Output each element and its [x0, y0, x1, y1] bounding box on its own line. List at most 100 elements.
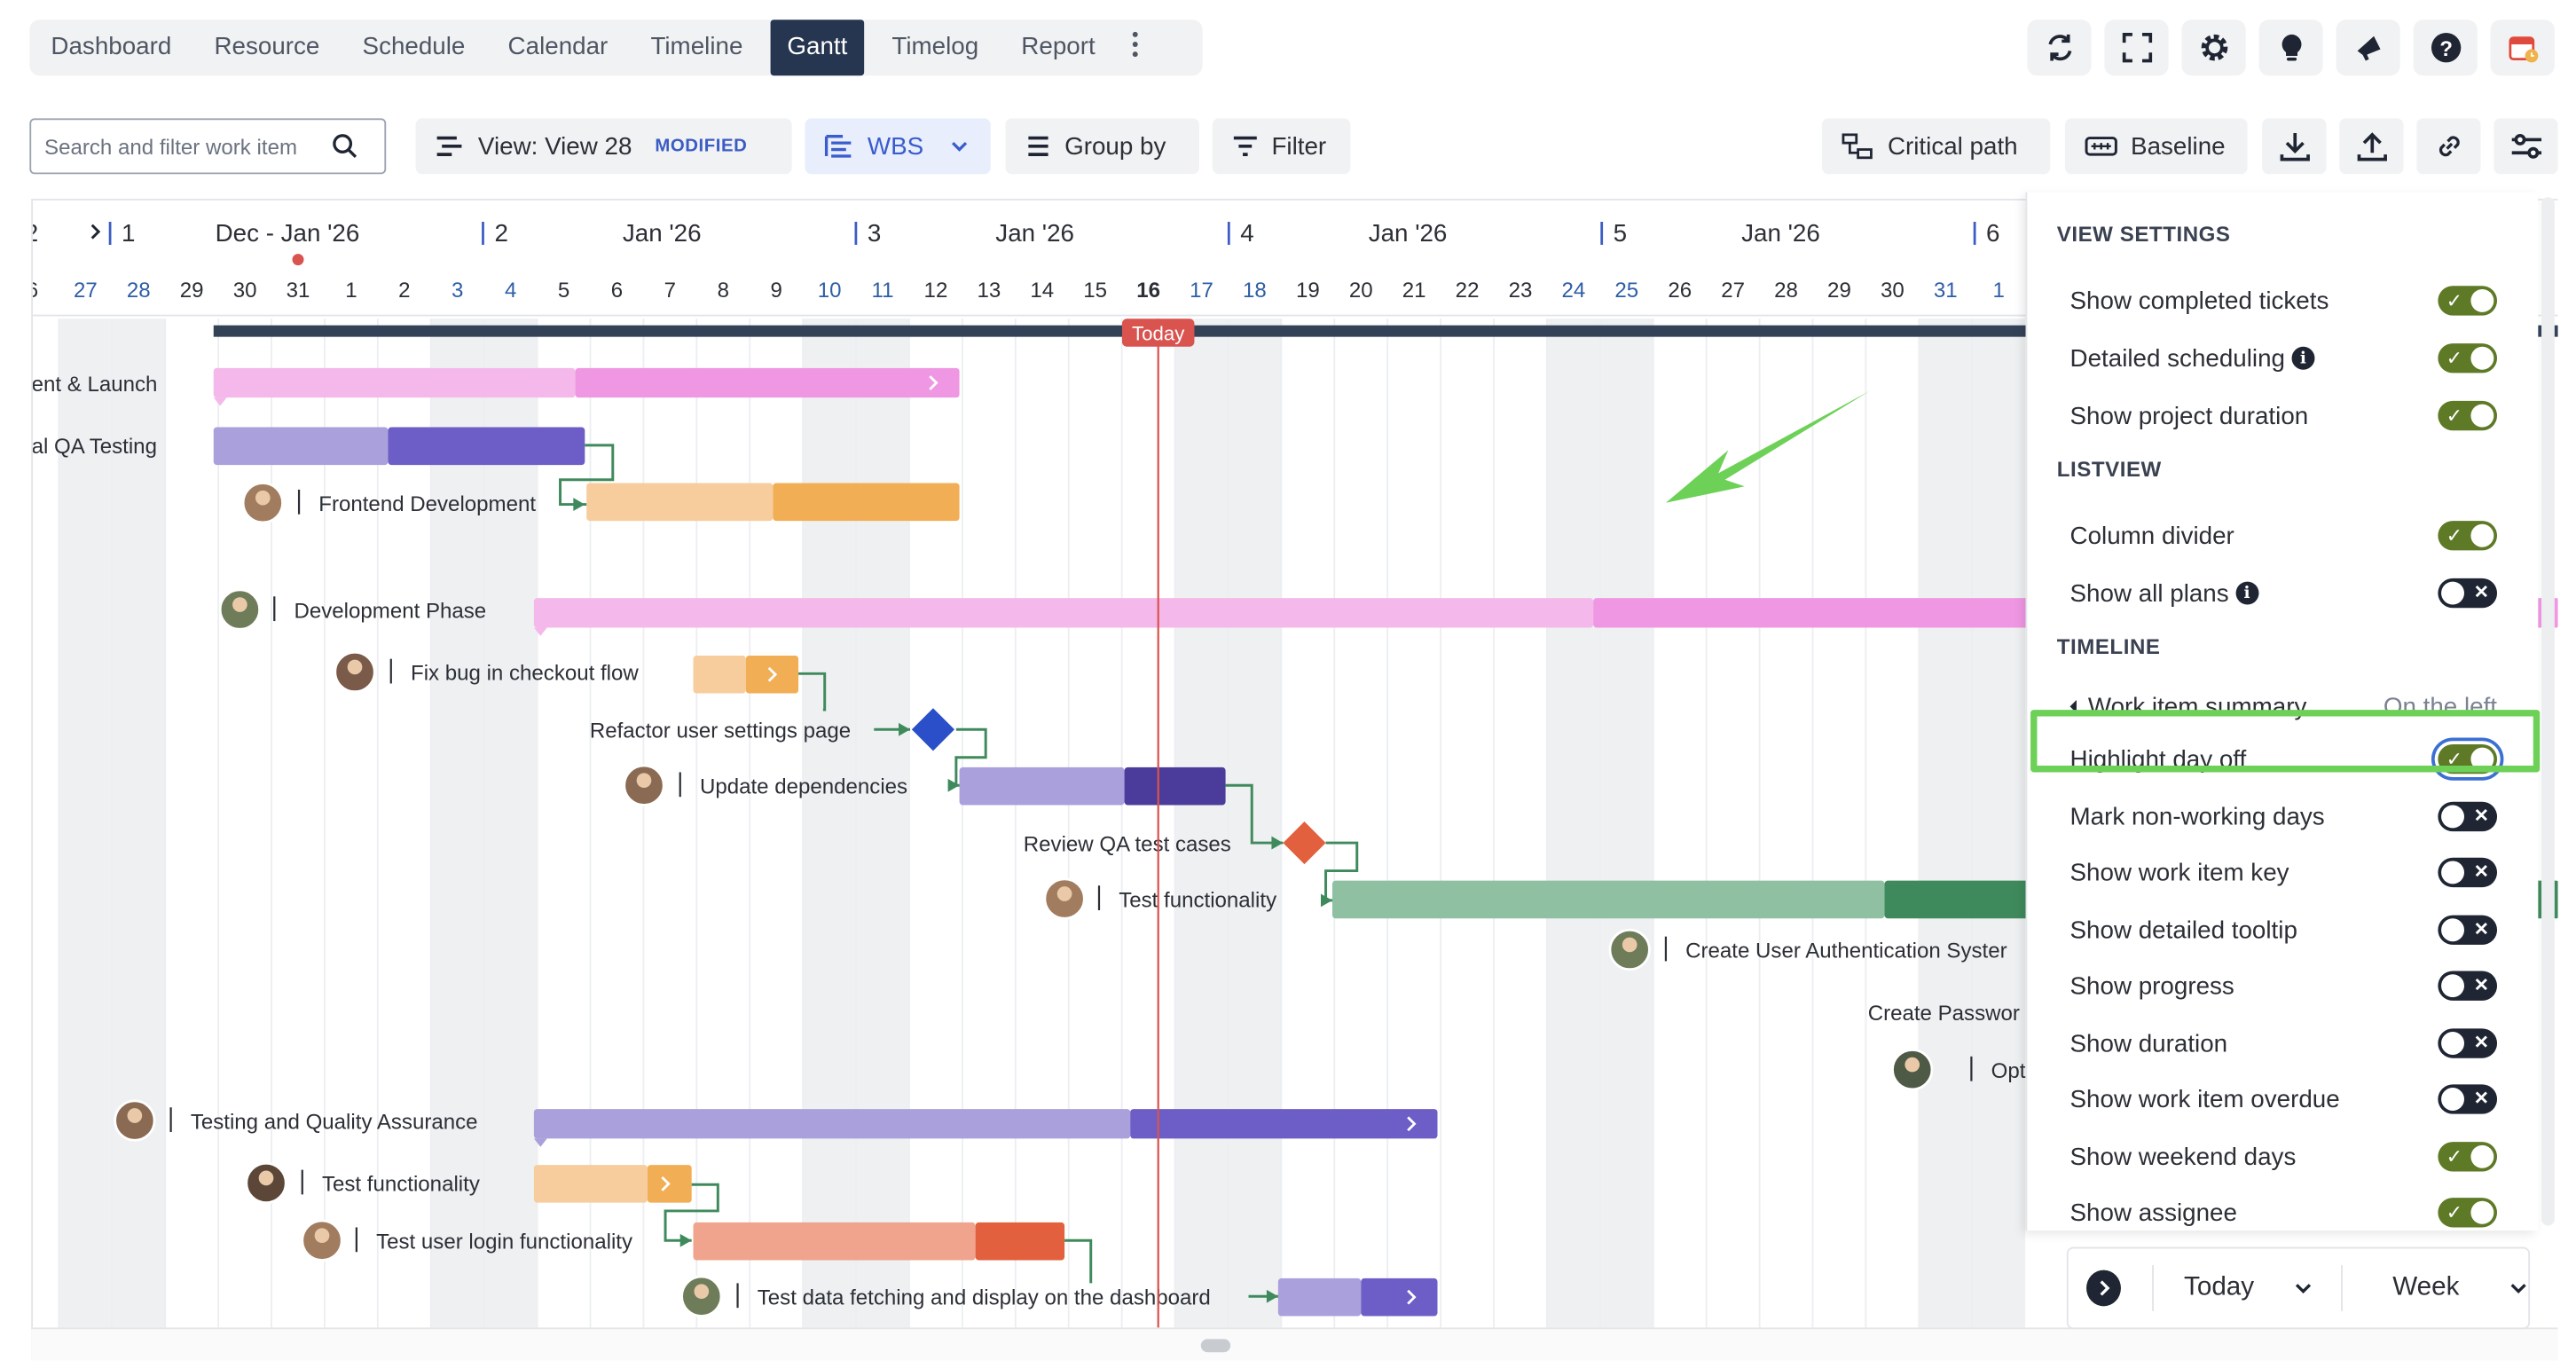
bar-development-phase-planned[interactable] — [533, 598, 1594, 628]
bar-test-user-login-planned[interactable] — [693, 1222, 976, 1261]
task-label[interactable]: Fix bug in checkout flow — [411, 662, 639, 686]
bar-frontend-development-progress[interactable] — [773, 483, 960, 522]
milestone-review-qa[interactable] — [1283, 822, 1326, 865]
bar-testing-qa-progress[interactable] — [1130, 1109, 1438, 1139]
expand-chevron-icon[interactable] — [1407, 1116, 1417, 1132]
toggle-switch[interactable]: ✕ — [2438, 915, 2498, 945]
info-icon[interactable]: i — [2235, 581, 2259, 605]
search-icon[interactable] — [332, 133, 358, 160]
tab-schedule[interactable]: Schedule — [362, 33, 466, 61]
task-label[interactable]: Testing and Quality Assurance — [191, 1110, 478, 1134]
tab-timeline[interactable]: Timeline — [650, 33, 743, 61]
toggle-switch[interactable]: ✓ — [2438, 343, 2498, 373]
toggle-switch[interactable]: ✕ — [2438, 971, 2498, 1001]
bar-test-data-fetching-planned[interactable] — [1277, 1278, 1362, 1317]
settings-button[interactable] — [2181, 20, 2246, 76]
toggle-switch[interactable]: ✓ — [2438, 743, 2498, 774]
bar-fix-bug-checkout-planned[interactable] — [693, 655, 746, 694]
today-select[interactable]: Today — [2184, 1273, 2313, 1302]
task-label[interactable]: Test data fetching and display on the da… — [758, 1285, 1211, 1309]
download-button[interactable] — [2262, 118, 2327, 175]
baseline-icon — [2085, 137, 2117, 156]
task-label[interactable]: Update dependencies — [700, 775, 907, 799]
bar-internal-qa-testing-planned[interactable] — [213, 427, 389, 466]
bar-frontend-development-planned[interactable] — [586, 483, 774, 522]
task-label[interactable]: Test functionality — [1119, 888, 1276, 912]
task-label[interactable]: Refactor user settings page — [590, 719, 851, 743]
scrollbar-thumb[interactable] — [1200, 1339, 1231, 1353]
chevron-right-icon[interactable] — [90, 224, 101, 240]
fullscreen-button[interactable] — [2104, 20, 2169, 76]
scale-select[interactable]: Week — [2392, 1273, 2528, 1302]
filter-button[interactable]: Filter — [1212, 118, 1351, 175]
tab-report[interactable]: Report — [1021, 33, 1096, 61]
view-settings-button[interactable] — [2494, 118, 2558, 175]
settings-panel-scrollbar[interactable] — [2541, 197, 2555, 1226]
more-tabs-button[interactable] — [1123, 30, 1146, 65]
task-label[interactable]: nent & Launch — [33, 373, 157, 397]
bar-test-functionality-planned[interactable] — [1331, 880, 1885, 919]
task-label[interactable]: Test functionality — [322, 1173, 480, 1197]
copy-link-button[interactable] — [2416, 118, 2481, 175]
tips-button[interactable] — [2258, 20, 2323, 76]
toggle-switch[interactable]: ✓ — [2438, 1198, 2498, 1228]
toggle-switch[interactable]: ✕ — [2438, 801, 2498, 832]
task-label[interactable]: Development Phase — [295, 599, 487, 623]
refresh-button[interactable] — [2027, 20, 2092, 76]
bar-deployment-launch-planned[interactable] — [213, 367, 576, 398]
info-icon[interactable]: i — [2291, 346, 2315, 370]
setting-value[interactable]: On the left — [2383, 692, 2498, 721]
task-label[interactable]: Test user login functionality — [376, 1230, 632, 1254]
tab-dashboard[interactable]: Dashboard — [51, 33, 172, 61]
calendar-app-button[interactable] — [2490, 20, 2555, 76]
baseline-button[interactable]: Baseline — [2064, 118, 2248, 175]
critical-path-button[interactable]: Critical path — [1821, 118, 2051, 175]
bar-testing-qa-planned[interactable] — [533, 1109, 1131, 1139]
bar-update-dependencies-planned[interactable] — [959, 767, 1125, 806]
toggle-switch[interactable]: ✓ — [2438, 521, 2498, 551]
task-label[interactable]: Review QA test cases — [1024, 832, 1231, 856]
toggle-switch[interactable]: ✓ — [2438, 286, 2498, 316]
tab-calendar[interactable]: Calendar — [507, 33, 609, 61]
search-box[interactable] — [29, 118, 387, 175]
task-label[interactable]: Create Passwor — [1868, 1002, 2020, 1026]
bar-fix-bug-checkout-progress[interactable] — [745, 655, 799, 694]
expand-chevron-icon[interactable] — [929, 375, 939, 390]
task-label[interactable]: nal QA Testing — [33, 435, 157, 459]
expand-chevron-icon[interactable] — [1407, 1289, 1417, 1305]
bar-test-data-fetching-progress[interactable] — [1361, 1278, 1438, 1317]
toggle-switch[interactable]: ✕ — [2438, 1028, 2498, 1058]
bar-deployment-launch-progress[interactable] — [575, 367, 960, 398]
expand-chevron-icon[interactable] — [661, 1175, 671, 1191]
task-label[interactable]: Frontend Development — [318, 492, 536, 516]
bar-test-functionality-2-planned[interactable] — [533, 1165, 648, 1203]
toggle-switch[interactable]: ✕ — [2438, 1084, 2498, 1114]
upload-button[interactable] — [2339, 118, 2404, 175]
task-label[interactable]: Create User Authentication Syster — [1685, 940, 2007, 963]
toggle-switch[interactable]: ✕ — [2438, 578, 2498, 609]
tab-timelog[interactable]: Timelog — [891, 33, 979, 61]
bar-update-dependencies-progress[interactable] — [1124, 767, 1226, 806]
toggle-switch[interactable]: ✓ — [2438, 400, 2498, 431]
bar-internal-qa-testing-progress[interactable] — [388, 427, 585, 466]
tab-resource[interactable]: Resource — [214, 33, 320, 61]
group-by-button[interactable]: Group by — [1005, 118, 1199, 175]
chevron-left-icon[interactable] — [2067, 698, 2080, 715]
toggle-switch[interactable]: ✕ — [2438, 857, 2498, 888]
wbs-button[interactable]: WBS — [805, 118, 991, 175]
week-number: 3 — [868, 219, 881, 247]
expand-chevron-icon[interactable] — [767, 666, 778, 682]
milestone-refactor-settings[interactable] — [911, 708, 955, 751]
tab-gantt[interactable]: Gantt — [770, 20, 864, 76]
announcements-button[interactable] — [2336, 20, 2400, 76]
view-selector-button[interactable]: View: View 28 MODIFIED — [415, 118, 792, 175]
project-summary-bar[interactable] — [213, 325, 2558, 337]
gantt-horizontal-scrollbar[interactable] — [31, 1327, 2558, 1361]
day-number: 30 — [1881, 279, 1905, 303]
help-button[interactable]: ? — [2413, 20, 2478, 76]
bar-test-user-login-progress[interactable] — [975, 1222, 1065, 1261]
navigate-button[interactable] — [2086, 1270, 2122, 1307]
search-input[interactable] — [44, 133, 333, 159]
toggle-switch[interactable]: ✓ — [2438, 1142, 2498, 1172]
